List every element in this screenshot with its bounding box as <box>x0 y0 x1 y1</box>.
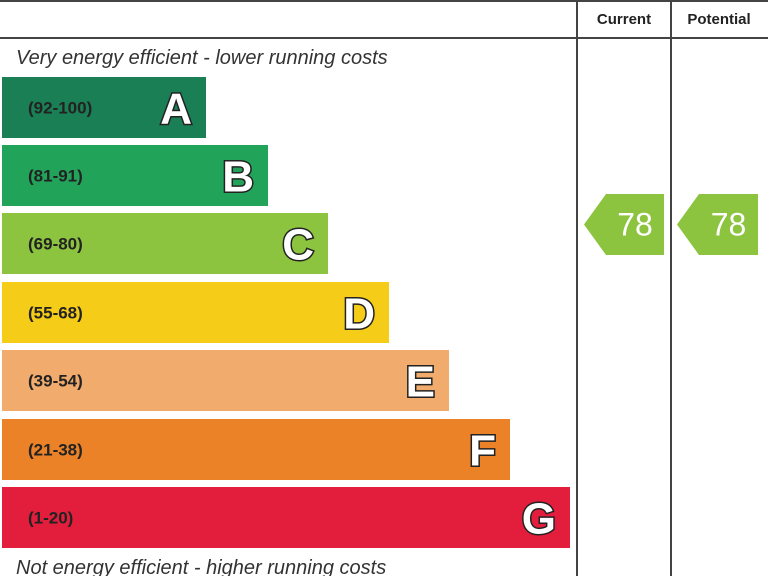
top-note: Very energy efficient - lower running co… <box>16 47 388 69</box>
band-bar <box>2 282 389 343</box>
rating-arrow <box>584 194 664 255</box>
ratings: 78 78 <box>584 194 758 255</box>
band-bar <box>2 487 570 548</box>
rating-value: 78 <box>617 207 653 243</box>
band-range: (55-68) <box>28 304 83 323</box>
band-letter: A <box>160 85 192 134</box>
rating-value: 78 <box>711 207 747 243</box>
column-header: Current <box>597 11 651 28</box>
band-letter: B <box>222 153 254 202</box>
band-range: (92-100) <box>28 99 92 118</box>
rating-arrow <box>677 194 758 255</box>
band-letter: F <box>469 427 496 476</box>
band-range: (21-38) <box>28 441 83 460</box>
band-bar <box>2 419 510 480</box>
band-letter: C <box>282 221 314 270</box>
bands: (92-100) A (81-91) B (69-80) C (55-68) D (39-54)… <box>2 77 570 548</box>
band-range: (69-80) <box>28 235 83 254</box>
band-bar <box>2 145 268 206</box>
bottom-note: Not energy efficient - higher running co… <box>16 557 386 576</box>
band-letter: E <box>406 358 435 407</box>
band-range: (39-54) <box>28 372 83 391</box>
band-bar <box>2 213 328 274</box>
band-range: (81-91) <box>28 167 83 186</box>
band-range: (1-20) <box>28 509 73 528</box>
column-header: Potential <box>687 11 750 28</box>
band-bar <box>2 350 449 411</box>
band-letter: D <box>343 290 375 339</box>
band-letter: G <box>522 495 556 544</box>
band-bar <box>2 77 206 138</box>
